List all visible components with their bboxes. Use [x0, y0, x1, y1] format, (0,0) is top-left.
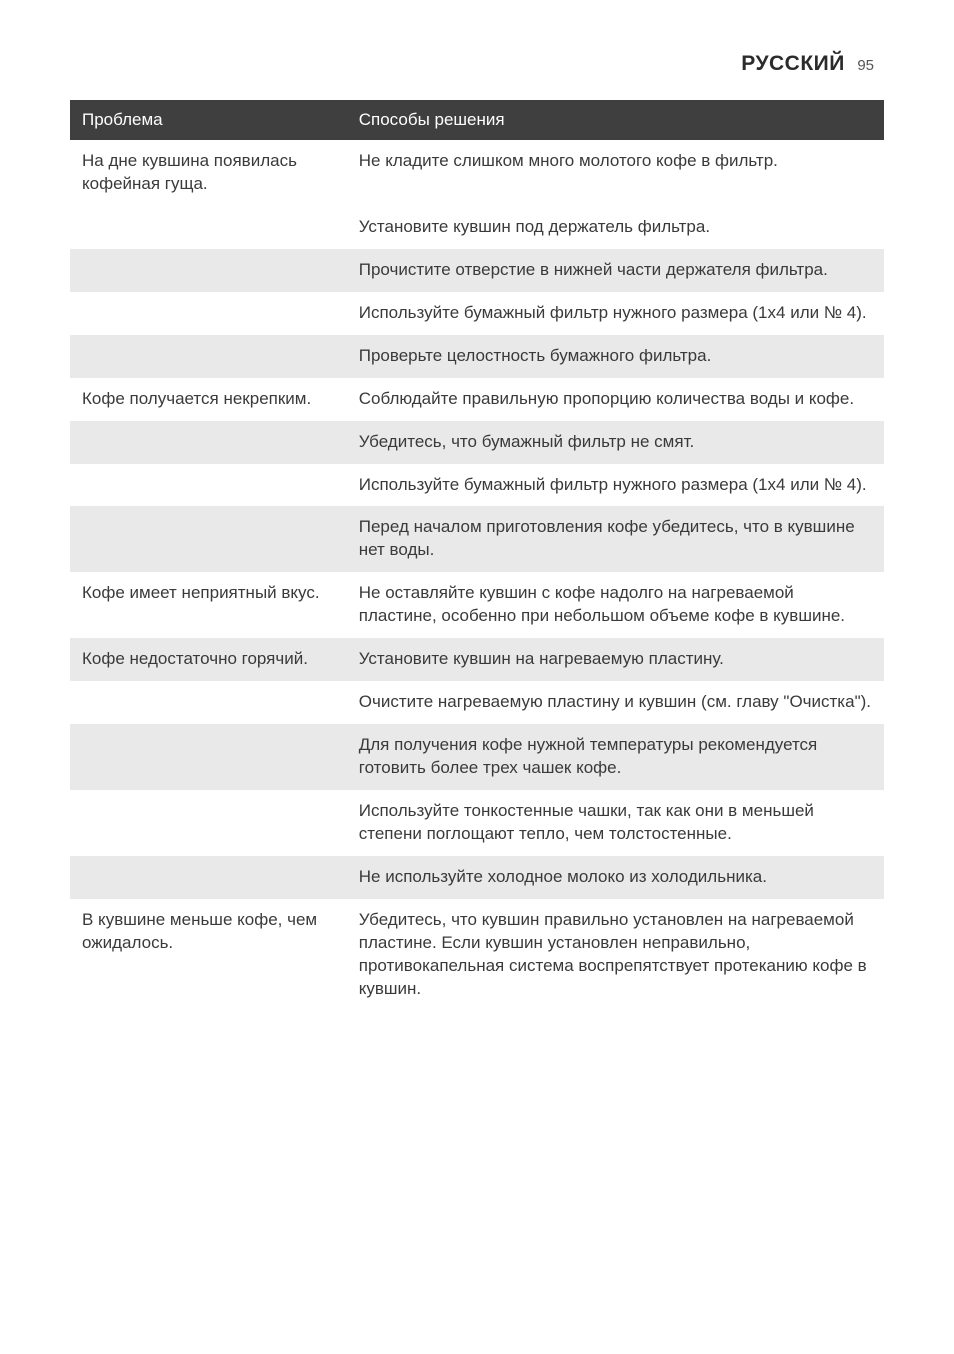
cell-solution: Установите кувшин на нагреваемую пластин… [347, 638, 884, 681]
cell-solution: Соблюдайте правильную пропорцию количест… [347, 378, 884, 421]
cell-solution: Убедитесь, что кувшин правильно установл… [347, 899, 884, 1011]
cell-solution: Установите кувшин под держатель фильтра. [347, 206, 884, 249]
table-row: Прочистите отверстие в нижней части держ… [70, 249, 884, 292]
table-row: Перед началом приготовления кофе убедите… [70, 506, 884, 572]
table-row: Не используйте холодное молоко из холоди… [70, 856, 884, 899]
cell-problem [70, 421, 347, 464]
table-row: Используйте бумажный фильтр нужного разм… [70, 464, 884, 507]
cell-problem: Кофе получается некрепким. [70, 378, 347, 421]
language-label: РУССКИЙ [741, 52, 845, 75]
cell-solution: Для получения кофе нужной температуры ре… [347, 724, 884, 790]
cell-problem [70, 292, 347, 335]
cell-problem [70, 724, 347, 790]
table-row: Очистите нагреваемую пластину и кувшин (… [70, 681, 884, 724]
troubleshooting-table: Проблема Способы решения На дне кувшина … [70, 100, 884, 1011]
cell-solution: Используйте бумажный фильтр нужного разм… [347, 464, 884, 507]
cell-solution: Прочистите отверстие в нижней части держ… [347, 249, 884, 292]
cell-problem [70, 249, 347, 292]
table-row: На дне кувшина появилась кофейная гуща.Н… [70, 140, 884, 206]
cell-solution: Убедитесь, что бумажный фильтр не смят. [347, 421, 884, 464]
table-row: В кувшине меньше кофе, чем ожидалось.Убе… [70, 899, 884, 1011]
table-row: Кофе имеет неприятный вкус.Не оставляйте… [70, 572, 884, 638]
col-header-solution: Способы решения [347, 100, 884, 140]
cell-solution: Не кладите слишком много молотого кофе в… [347, 140, 884, 206]
cell-solution: Очистите нагреваемую пластину и кувшин (… [347, 681, 884, 724]
table-row: Используйте тонкостенные чашки, так как … [70, 790, 884, 856]
cell-problem: На дне кувшина появилась кофейная гуща. [70, 140, 347, 206]
table-row: Кофе получается некрепким.Соблюдайте пра… [70, 378, 884, 421]
table-row: Для получения кофе нужной температуры ре… [70, 724, 884, 790]
cell-problem: В кувшине меньше кофе, чем ожидалось. [70, 899, 347, 1011]
cell-solution: Перед началом приготовления кофе убедите… [347, 506, 884, 572]
cell-problem [70, 335, 347, 378]
table-header-row: Проблема Способы решения [70, 100, 884, 140]
cell-problem: Кофе имеет неприятный вкус. [70, 572, 347, 638]
table-row: Убедитесь, что бумажный фильтр не смят. [70, 421, 884, 464]
table-row: Установите кувшин под держатель фильтра. [70, 206, 884, 249]
cell-problem: Кофе недостаточно горячий. [70, 638, 347, 681]
cell-solution: Используйте тонкостенные чашки, так как … [347, 790, 884, 856]
table-row: Кофе недостаточно горячий.Установите кув… [70, 638, 884, 681]
page-header: РУССКИЙ 95 [70, 52, 884, 76]
page-container: РУССКИЙ 95 Проблема Способы решения На д… [0, 0, 954, 1354]
table-body: На дне кувшина появилась кофейная гуща.Н… [70, 140, 884, 1011]
cell-problem [70, 206, 347, 249]
cell-solution: Не оставляйте кувшин с кофе надолго на н… [347, 572, 884, 638]
cell-problem [70, 681, 347, 724]
table-row: Используйте бумажный фильтр нужного разм… [70, 292, 884, 335]
cell-problem [70, 506, 347, 572]
cell-problem [70, 464, 347, 507]
page-number: 95 [857, 57, 874, 74]
cell-problem [70, 856, 347, 899]
col-header-problem: Проблема [70, 100, 347, 140]
cell-problem [70, 790, 347, 856]
cell-solution: Не используйте холодное молоко из холоди… [347, 856, 884, 899]
cell-solution: Проверьте целостность бумажного фильтра. [347, 335, 884, 378]
cell-solution: Используйте бумажный фильтр нужного разм… [347, 292, 884, 335]
table-row: Проверьте целостность бумажного фильтра. [70, 335, 884, 378]
